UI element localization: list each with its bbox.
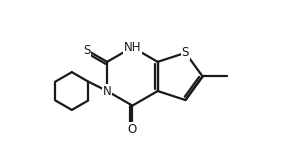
- Text: NH: NH: [124, 41, 141, 54]
- Text: N: N: [103, 84, 111, 98]
- Text: O: O: [128, 123, 137, 136]
- Text: S: S: [83, 43, 90, 57]
- Text: S: S: [182, 46, 189, 59]
